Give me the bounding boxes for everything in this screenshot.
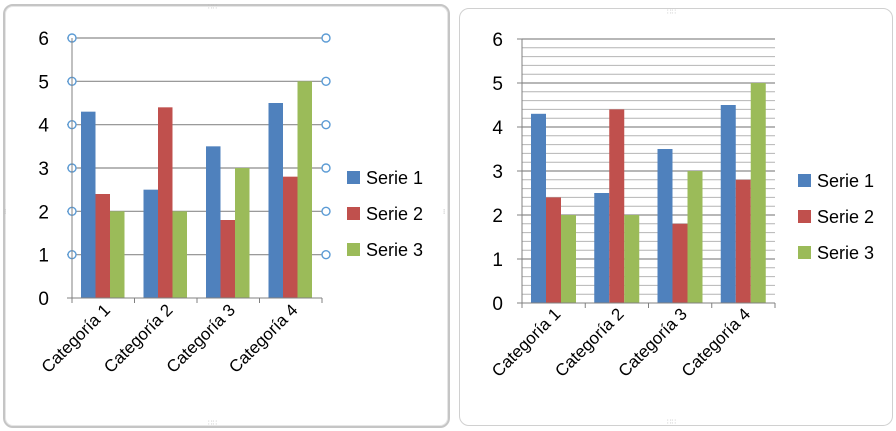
legend-label: Serie 3 xyxy=(817,243,874,263)
bar xyxy=(624,215,640,303)
bar xyxy=(283,176,298,298)
bar xyxy=(561,215,576,303)
legend-swatch xyxy=(347,243,360,256)
y-tick-label: 5 xyxy=(492,74,503,95)
gridline-selection-handle xyxy=(321,163,331,173)
legend-swatch xyxy=(798,174,811,187)
legend-label: Serie 1 xyxy=(817,171,874,191)
bar xyxy=(110,211,125,298)
y-tick-label: 3 xyxy=(38,159,49,180)
y-tick-label: 6 xyxy=(38,29,49,50)
gridline-selection-handle xyxy=(321,206,331,217)
legend-label: Serie 3 xyxy=(366,240,423,260)
y-tick-label: 1 xyxy=(38,246,49,267)
chart-frame-right[interactable]: ∷∷ ∷∷ 0 1 2 3 4 5 6 Categoría 1 Categoría 2 Categ… xyxy=(459,8,893,426)
x-category-label: Categoría 4 xyxy=(678,304,754,380)
bar xyxy=(235,168,250,298)
y-tick-label: 1 xyxy=(492,250,503,271)
legend-swatch xyxy=(347,171,360,184)
resize-handle-bottom[interactable]: ∷∷ xyxy=(208,419,217,427)
bar xyxy=(220,220,235,298)
bar xyxy=(297,81,312,298)
bar xyxy=(609,109,625,304)
resize-handle-bottom[interactable]: ∷∷ xyxy=(667,418,676,426)
y-tick-label: 5 xyxy=(38,72,49,93)
bar xyxy=(750,83,766,303)
bar xyxy=(594,193,610,303)
resize-handle-left[interactable]: ⁞ xyxy=(4,208,7,216)
bar xyxy=(720,105,736,303)
resize-handle-top[interactable]: ∷∷ xyxy=(667,8,676,16)
y-tick-label: 3 xyxy=(492,162,503,183)
gridline-selection-handle xyxy=(321,249,331,260)
y-tick-label: 0 xyxy=(38,289,49,310)
y-tick-label: 4 xyxy=(492,118,503,139)
legend-label: Serie 1 xyxy=(366,168,423,188)
resize-handle-top[interactable]: ∷∷ xyxy=(208,3,217,11)
bar xyxy=(206,146,221,298)
y-tick-label: 2 xyxy=(38,202,49,223)
y-tick-label: 0 xyxy=(492,294,503,315)
gridline-selection-handle xyxy=(321,119,331,130)
bar xyxy=(268,103,283,298)
bar xyxy=(158,107,173,298)
legend-swatch xyxy=(798,246,811,259)
bar xyxy=(531,113,546,303)
legend-swatch xyxy=(347,207,360,220)
bar xyxy=(95,194,110,298)
y-tick-label: 2 xyxy=(492,206,503,227)
legend-swatch xyxy=(798,210,811,223)
bar xyxy=(657,149,673,303)
gridline-selection-handle xyxy=(321,76,331,87)
bar xyxy=(735,179,751,303)
y-tick-label: 6 xyxy=(492,30,503,51)
bar xyxy=(81,111,96,299)
bar xyxy=(546,197,561,303)
bar xyxy=(172,211,187,298)
bar xyxy=(143,189,158,298)
resize-handle-right[interactable]: ⁞ xyxy=(443,208,446,216)
legend-label: Serie 2 xyxy=(817,207,874,227)
gridline-selection-handle xyxy=(321,33,331,43)
legend-label: Serie 2 xyxy=(366,204,423,224)
y-tick-label: 4 xyxy=(38,116,49,137)
bar xyxy=(687,171,703,303)
bar xyxy=(672,223,688,303)
